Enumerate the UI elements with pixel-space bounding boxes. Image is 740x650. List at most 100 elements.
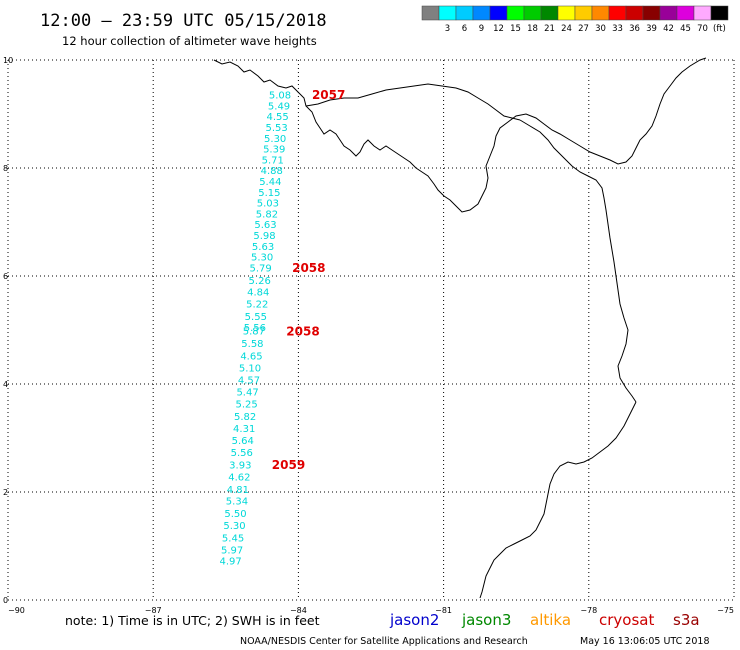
color-swatch bbox=[557, 5, 576, 21]
lon-tick-label: −84 bbox=[290, 606, 307, 615]
wave-height-value: 4.97 bbox=[220, 557, 242, 568]
wave-height-value: 5.30 bbox=[223, 521, 245, 532]
wave-height-value: 4.57 bbox=[238, 376, 260, 387]
color-swatch bbox=[659, 5, 678, 21]
color-scale-label: 39 bbox=[646, 24, 657, 34]
coastline bbox=[213, 57, 707, 599]
wave-height-value: 5.87 bbox=[243, 327, 265, 338]
color-scale-label: 3 bbox=[445, 24, 450, 34]
wave-height-value: 5.56 bbox=[244, 323, 266, 334]
wave-height-value: 5.55 bbox=[245, 312, 267, 323]
wave-height-value: 4.31 bbox=[233, 424, 255, 435]
wave-height-value: 5.08 bbox=[269, 91, 291, 102]
lat-tick-label: 10 bbox=[3, 56, 13, 65]
satellite-cryosat: cryosat bbox=[599, 611, 654, 629]
pass-number-labels: 2057 2058 2058 2059 bbox=[272, 88, 346, 472]
panama-pacific-coast bbox=[305, 83, 521, 121]
lon-tick-label: −90 bbox=[8, 606, 25, 615]
wave-height-value: 3.93 bbox=[229, 461, 251, 472]
color-scale-label: 21 bbox=[544, 24, 555, 34]
map-subtitle: 12 hour collection of altimeter wave hei… bbox=[62, 34, 317, 48]
color-scale-label: 12 bbox=[493, 24, 504, 34]
color-swatch bbox=[489, 5, 508, 21]
wave-height-value: 5.26 bbox=[249, 276, 271, 287]
color-swatch bbox=[693, 5, 712, 21]
color-swatch bbox=[608, 5, 627, 21]
pass-number: 2058 bbox=[286, 325, 319, 339]
wave-height-value: 5.47 bbox=[236, 388, 258, 399]
wave-height-value: 5.58 bbox=[241, 339, 263, 350]
color-scale-label: 15 bbox=[510, 24, 521, 34]
lon-tick-label: −81 bbox=[435, 606, 452, 615]
wave-height-value: 5.44 bbox=[259, 177, 281, 188]
satellite-altika: altika bbox=[530, 611, 571, 629]
pass-number: 2059 bbox=[272, 458, 305, 472]
pass-number: 2057 bbox=[312, 88, 345, 102]
color-scale-label: 70 bbox=[697, 24, 708, 34]
wave-height-value: 5.34 bbox=[226, 497, 248, 508]
color-swatch bbox=[506, 5, 525, 21]
wave-height-labels: 5.085.494.555.535.305.395.714.885.445.15… bbox=[220, 91, 292, 568]
lat-tick-label: 6 bbox=[3, 272, 8, 281]
wave-height-value: 5.25 bbox=[235, 399, 257, 410]
colombia-pacific-coast bbox=[479, 401, 637, 599]
color-swatch bbox=[676, 5, 695, 21]
color-swatch bbox=[574, 5, 593, 21]
lon-tick-label: −78 bbox=[580, 606, 597, 615]
color-swatch bbox=[710, 5, 729, 21]
color-scale-label: 6 bbox=[462, 24, 467, 34]
wave-height-value: 4.84 bbox=[247, 288, 269, 299]
wave-height-value: 5.39 bbox=[263, 145, 285, 156]
color-scale-label: 18 bbox=[527, 24, 538, 34]
lat-tick-label: 0 bbox=[3, 596, 8, 605]
color-scale-label: 30 bbox=[595, 24, 606, 34]
lat-tick-label: 2 bbox=[3, 488, 8, 497]
lat-tick-label: 4 bbox=[3, 380, 8, 389]
satellite-legend: jason2 jason3 altika cryosat s3a bbox=[389, 611, 700, 629]
color-scale-label: 27 bbox=[578, 24, 589, 34]
color-scale-unit: (ft) bbox=[713, 24, 726, 34]
color-scale-label: 45 bbox=[680, 24, 691, 34]
wave-height-value: 4.55 bbox=[266, 112, 288, 123]
lon-tick-label: −87 bbox=[145, 606, 162, 615]
central-america-coast bbox=[213, 57, 707, 213]
lon-tick-label: −75 bbox=[717, 606, 734, 615]
wave-height-value: 5.53 bbox=[265, 123, 287, 134]
wave-height-value: 5.45 bbox=[222, 533, 244, 544]
satellite-s3a: s3a bbox=[673, 611, 700, 629]
wave-height-value: 5.22 bbox=[246, 300, 268, 311]
color-swatch bbox=[421, 5, 440, 21]
wave-height-value: 5.71 bbox=[262, 155, 284, 166]
satellite-jason2: jason2 bbox=[389, 611, 439, 629]
wave-height-value: 5.10 bbox=[239, 363, 261, 374]
map-title: 12:00 – 23:59 UTC 05/15/2018 bbox=[40, 11, 327, 31]
wave-height-value: 4.81 bbox=[227, 485, 249, 496]
wave-height-value: 5.82 bbox=[234, 412, 256, 423]
wave-height-value: 5.56 bbox=[231, 448, 253, 459]
color-swatch bbox=[625, 5, 644, 21]
color-swatch bbox=[540, 5, 559, 21]
wave-height-value: 4.62 bbox=[228, 472, 250, 483]
color-scale-label: 36 bbox=[629, 24, 640, 34]
panama-gulf-coast bbox=[519, 119, 637, 403]
wave-height-value: 5.30 bbox=[264, 134, 286, 145]
wave-height-value: 5.50 bbox=[224, 509, 246, 520]
footnote: note: 1) Time is in UTC; 2) SWH is in fe… bbox=[65, 613, 320, 628]
color-scale-label: 42 bbox=[663, 24, 674, 34]
color-scale-label: 24 bbox=[561, 24, 572, 34]
color-scale-label: 9 bbox=[479, 24, 484, 34]
lat-tick-label: 8 bbox=[3, 164, 8, 173]
wave-height-value: 5.82 bbox=[256, 209, 278, 220]
wave-height-value: 5.63 bbox=[254, 220, 276, 231]
wave-height-value: 5.30 bbox=[251, 253, 273, 264]
wave-height-value: 5.63 bbox=[252, 242, 274, 253]
color-swatch bbox=[591, 5, 610, 21]
wave-height-value: 5.79 bbox=[250, 263, 272, 274]
color-scale-legend: 3 6 9 12 15 18 21 24 27 30 33 36 39 42 45 70 (ft) bbox=[421, 5, 729, 34]
color-scale-label: 33 bbox=[612, 24, 623, 34]
wave-height-value: 5.98 bbox=[253, 231, 275, 242]
wave-height-value: 4.88 bbox=[261, 166, 283, 177]
wave-height-value: 5.03 bbox=[257, 199, 279, 210]
satellite-jason3: jason3 bbox=[461, 611, 511, 629]
